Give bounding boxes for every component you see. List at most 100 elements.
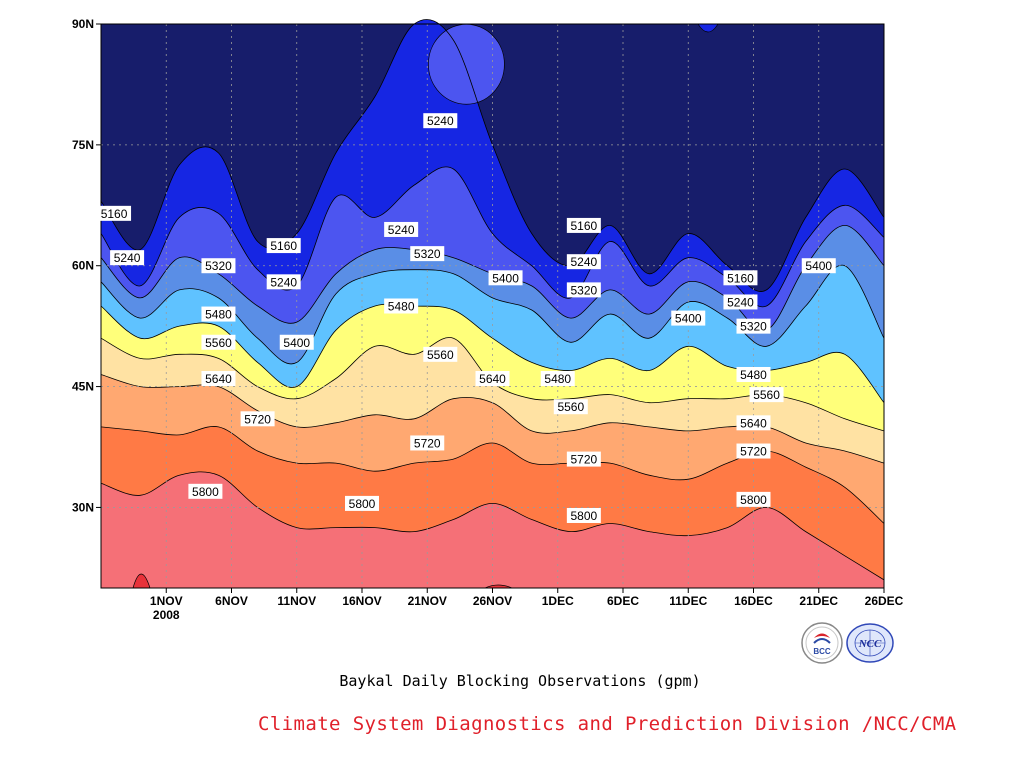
contour-label-text: 5560 <box>427 348 454 362</box>
x-tick-label: 21DEC <box>799 594 838 608</box>
credit-text: Climate System Diagnostics and Predictio… <box>258 713 957 735</box>
x-tick-label: 6NOV <box>215 594 248 608</box>
contour-label-text: 5320 <box>205 259 232 273</box>
contour-label-bg <box>736 491 771 507</box>
contour-label: 5240 <box>110 250 145 266</box>
contour-label: 5160 <box>97 205 132 221</box>
contour-label: 5640 <box>736 415 771 431</box>
contour-label-text: 5720 <box>740 445 767 459</box>
contour-label: 5240 <box>723 294 758 310</box>
contour-label: 5240 <box>266 274 301 290</box>
contour-label-bg <box>188 483 223 499</box>
contour-label: 5240 <box>423 113 458 129</box>
contour-label: 5480 <box>201 306 236 322</box>
x-tick-label: 11NOV <box>277 594 316 608</box>
contour-label-text: 5480 <box>205 308 232 322</box>
contour-label-text: 5160 <box>570 219 597 233</box>
contour-label: 5320 <box>410 246 445 262</box>
contour-label: 5560 <box>553 399 588 415</box>
contour-label-text: 5400 <box>805 259 832 273</box>
contour-label-bg <box>266 238 301 254</box>
x-tick-label: 6DEC <box>607 594 639 608</box>
contour-label-bg <box>566 254 601 270</box>
contour-label-bg <box>266 274 301 290</box>
contour-label: 5400 <box>279 334 314 350</box>
contour-label-bg <box>423 346 458 362</box>
contour-label-text: 5160 <box>727 271 754 285</box>
contour-label-text: 5320 <box>414 247 441 261</box>
x-tick-label: 16NOV <box>342 594 381 608</box>
contour-label: 5160 <box>266 238 301 254</box>
contour-label-text: 5240 <box>427 114 454 128</box>
x-tick-label: 1NOV <box>150 594 183 608</box>
contour-label-text: 5480 <box>544 372 571 386</box>
contour-label: 5560 <box>749 387 784 403</box>
contour-label: 5560 <box>423 346 458 362</box>
contour-labels: 5160 5240 5320 5480 5560 5640 5720 5800 5160 5240… <box>97 113 836 523</box>
contour-label-text: 5560 <box>205 336 232 350</box>
contour-label-text: 5240 <box>388 223 415 237</box>
contour-label: 5720 <box>566 451 601 467</box>
contour-label-text: 5800 <box>570 509 597 523</box>
chart-title: Baykal Daily Blocking Observations (gpm) <box>339 672 701 690</box>
contour-label: 5400 <box>488 270 523 286</box>
contour-label: 5400 <box>671 310 706 326</box>
contour-label-text: 5720 <box>570 453 597 467</box>
contour-label-bg <box>736 415 771 431</box>
contour-label-text: 5160 <box>101 207 128 221</box>
contour-label-bg <box>566 507 601 523</box>
contour-label: 5800 <box>736 491 771 507</box>
contour-label-bg <box>423 113 458 129</box>
contour-label-bg <box>201 306 236 322</box>
bcc-logo: BCC <box>801 622 843 664</box>
contour-label-bg <box>801 258 836 274</box>
ncc-logo-text: NCC <box>858 638 882 650</box>
contour-label: 5320 <box>566 282 601 298</box>
contour-label-bg <box>736 366 771 382</box>
contour-label-text: 5320 <box>740 320 767 334</box>
contour-label-bg <box>384 221 419 237</box>
contour-label-text: 5240 <box>270 275 297 289</box>
contour-label-bg <box>749 387 784 403</box>
contour-label-text: 5240 <box>114 251 141 265</box>
contour-label-bg <box>201 258 236 274</box>
contour-label-text: 5640 <box>479 372 506 386</box>
contour-label-text: 5320 <box>570 283 597 297</box>
contour-label-bg <box>410 435 445 451</box>
contour-line-5160 <box>100 19 885 292</box>
contour-label-text: 5400 <box>675 312 702 326</box>
contour-label-bg <box>201 371 236 387</box>
contour-label: 5160 <box>566 217 601 233</box>
contour-label-bg <box>736 443 771 459</box>
contour-label: 5800 <box>188 483 223 499</box>
contour-label: 5640 <box>201 371 236 387</box>
contour-label: 5480 <box>384 298 419 314</box>
contour-label: 5480 <box>540 371 575 387</box>
contour-label-bg <box>384 298 419 314</box>
contour-label-bg <box>488 270 523 286</box>
contour-label-text: 5400 <box>283 336 310 350</box>
contour-label-bg <box>410 246 445 262</box>
contour-label-bg <box>110 250 145 266</box>
axis-ticks: 1NOV 6NOV 11NOV 16NOV 21NOV 26NOV 1DEC 6DEC 11DE… <box>72 17 904 622</box>
contour-line-5800 <box>100 471 885 581</box>
x-tick-label: 26DEC <box>865 594 904 608</box>
contour-label-text: 5800 <box>349 497 376 511</box>
contour-label-text: 5240 <box>570 255 597 269</box>
x-tick-label: 21NOV <box>408 594 447 608</box>
closed-contour-5240 <box>428 23 505 105</box>
x-tick-label: 11DEC <box>669 594 707 608</box>
contour-label-bg <box>345 495 379 511</box>
contour-label: 5400 <box>801 258 836 274</box>
contour-label: 5720 <box>240 411 275 427</box>
contour-label-bg <box>540 371 575 387</box>
contour-label-text: 5720 <box>244 412 271 426</box>
contour-label-text: 5160 <box>270 239 297 253</box>
contour-label-bg <box>566 282 601 298</box>
contour-label: 5800 <box>345 495 379 511</box>
contour-label-text: 5800 <box>192 485 219 499</box>
contour-label-text: 5400 <box>492 271 519 285</box>
x-year-label: 2008 <box>153 608 180 622</box>
y-tick-label: 90N <box>72 17 94 31</box>
